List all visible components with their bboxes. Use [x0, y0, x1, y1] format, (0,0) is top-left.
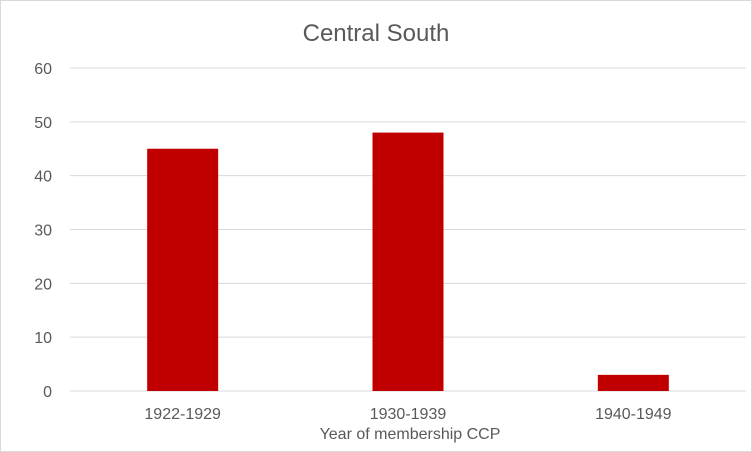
y-tick-label-3: 30	[34, 223, 52, 240]
x-tick-label-0: 1922-1929	[144, 406, 221, 423]
y-tick-label-2: 20	[34, 276, 52, 293]
x-axis-ticks: 1922-1929 1930-1939 1940-1949	[144, 406, 671, 423]
y-axis-ticks: 0 10 20 30 40 50 60	[34, 61, 52, 401]
y-tick-label-6: 60	[34, 61, 52, 78]
y-tick-label-1: 10	[34, 330, 52, 347]
chart-title: Central South	[302, 20, 450, 47]
x-tick-label-2: 1940-1949	[595, 406, 672, 423]
bars	[147, 132, 669, 391]
bar-1	[372, 132, 444, 391]
x-axis-label: Year of membership CCP	[319, 426, 501, 443]
y-tick-label-0: 0	[43, 384, 52, 401]
bar-0	[147, 148, 219, 391]
y-tick-label-5: 50	[34, 115, 52, 132]
x-tick-label-1: 1930-1939	[370, 406, 447, 423]
bar-2	[597, 374, 669, 391]
y-tick-label-4: 40	[34, 169, 52, 186]
